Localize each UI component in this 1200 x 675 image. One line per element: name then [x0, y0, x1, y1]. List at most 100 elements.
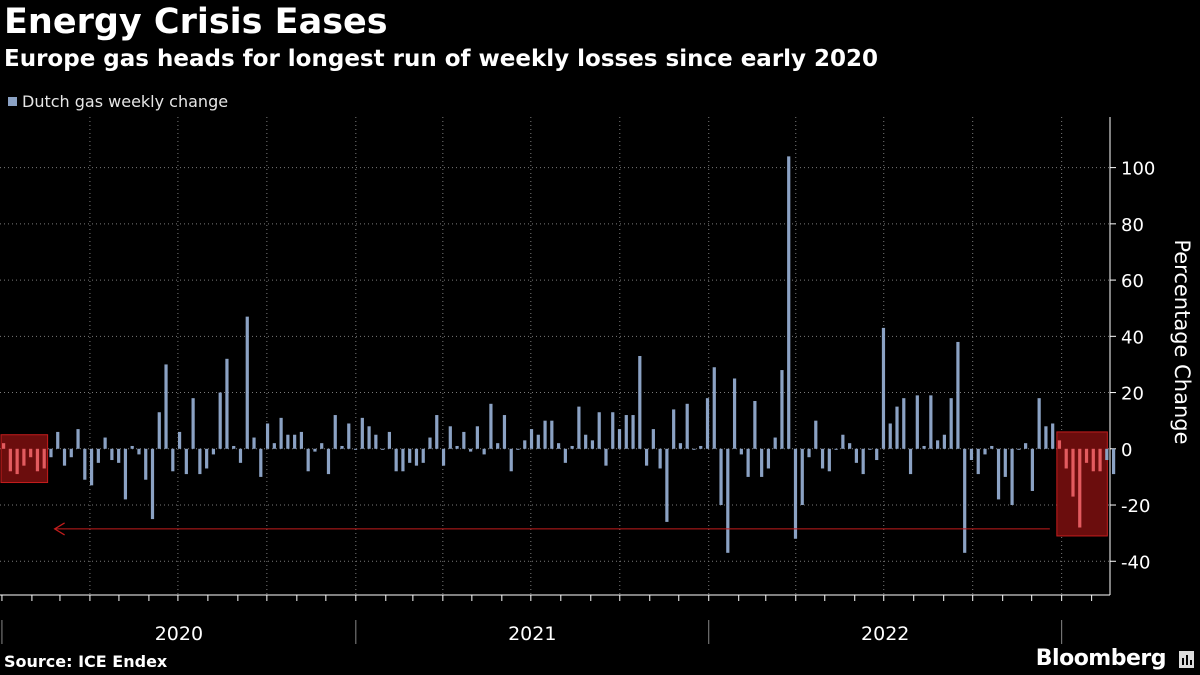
- bar: [265, 423, 270, 449]
- bar: [746, 448, 750, 477]
- bar: [286, 434, 290, 449]
- bar: [1017, 448, 1021, 450]
- bar: [638, 356, 642, 449]
- bar: [306, 448, 310, 472]
- bar: [475, 426, 479, 449]
- bar: [150, 448, 155, 520]
- bar: [441, 448, 446, 466]
- y-tick-label: 20: [1121, 384, 1144, 405]
- bar: [117, 448, 121, 463]
- bar: [996, 448, 1001, 500]
- bar: [421, 448, 425, 463]
- bar: [936, 440, 940, 449]
- bar: [665, 448, 669, 522]
- bar: [915, 395, 919, 449]
- bar: [1037, 398, 1041, 449]
- chart-subtitle: Europe gas heads for longest run of week…: [4, 46, 879, 72]
- bar: [888, 423, 892, 449]
- bar: [42, 448, 46, 469]
- bar: [739, 448, 743, 455]
- highlight-box: [1056, 431, 1108, 537]
- bar: [320, 443, 324, 449]
- legend: Dutch gas weekly change: [8, 92, 228, 111]
- bar: [414, 448, 419, 466]
- bar: [205, 448, 209, 469]
- bar: [35, 448, 40, 472]
- bar: [502, 415, 507, 449]
- bar: [1030, 448, 1034, 491]
- bar: [1044, 426, 1048, 449]
- bar: [29, 448, 33, 458]
- bar: [841, 434, 845, 449]
- bar: [293, 434, 297, 449]
- bar: [171, 448, 175, 472]
- bar: [144, 448, 148, 480]
- bar: [15, 448, 19, 475]
- bar: [509, 448, 513, 472]
- bar: [496, 443, 500, 449]
- bar: [557, 443, 561, 449]
- bar: [773, 437, 777, 449]
- bar: [929, 395, 933, 449]
- y-tick-label: 100: [1121, 159, 1155, 180]
- bar: [631, 415, 635, 449]
- bar: [130, 445, 134, 449]
- bar: [469, 448, 473, 452]
- bar: [963, 448, 967, 553]
- bar: [651, 429, 655, 449]
- bar: [462, 431, 466, 449]
- bar: [820, 448, 825, 469]
- bar: [956, 341, 960, 449]
- bar: [1112, 448, 1116, 475]
- bar: [529, 429, 534, 449]
- bar: [76, 429, 80, 449]
- bar: [1057, 440, 1062, 449]
- bar: [868, 448, 872, 450]
- bar: [482, 448, 486, 455]
- bar: [353, 448, 358, 450]
- bar: [1105, 448, 1109, 461]
- bar: [692, 448, 696, 450]
- bar: [814, 420, 818, 449]
- bar: [705, 398, 710, 449]
- bar: [726, 448, 730, 553]
- bar: [1098, 448, 1102, 472]
- bar: [56, 431, 60, 449]
- bar: [137, 448, 141, 455]
- bar: [949, 398, 953, 449]
- legend-swatch: [8, 97, 17, 106]
- bar: [624, 415, 628, 449]
- bar: [1010, 448, 1014, 506]
- x-tick-label: 2020: [155, 623, 203, 645]
- bar: [577, 406, 581, 449]
- bar: [644, 448, 649, 466]
- bar: [983, 448, 987, 455]
- bar: [1051, 423, 1055, 449]
- bar: [408, 448, 412, 463]
- bar: [1064, 448, 1068, 469]
- bloomberg-mark-icon: [1179, 651, 1194, 668]
- bar: [875, 448, 879, 461]
- bar: [617, 429, 622, 449]
- bar: [62, 448, 67, 466]
- bar: [1024, 443, 1028, 449]
- bar: [976, 448, 980, 475]
- y-tick-label: 40: [1121, 327, 1144, 348]
- bar: [807, 448, 811, 458]
- bar: [299, 431, 304, 449]
- bar: [861, 448, 865, 475]
- bar: [1078, 448, 1082, 528]
- bar: [272, 443, 276, 449]
- bar: [678, 443, 683, 449]
- bar: [218, 392, 222, 449]
- bar: [394, 448, 398, 472]
- bar: [787, 156, 791, 449]
- bar: [69, 448, 73, 458]
- bar: [177, 431, 182, 449]
- bar: [96, 448, 100, 463]
- bar: [232, 445, 236, 449]
- bar: [387, 431, 391, 449]
- bar: [584, 434, 588, 449]
- bar: [238, 448, 243, 463]
